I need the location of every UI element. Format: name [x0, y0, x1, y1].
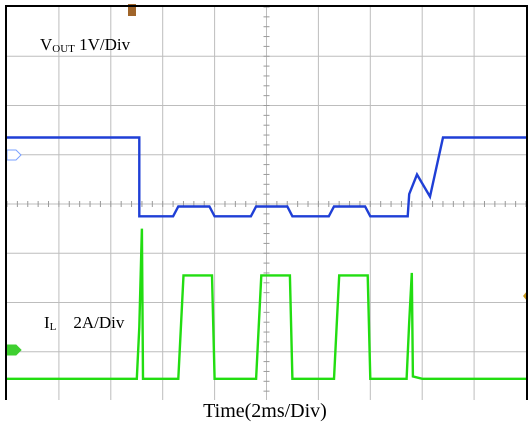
plot-frame — [5, 5, 528, 400]
vout-label-sub: OUT — [52, 43, 75, 55]
plot-background — [0, 0, 530, 400]
il-label-rest: 2A/Div — [56, 313, 125, 332]
traces — [7, 136, 526, 380]
il-trace-label: IL 2A/Div — [44, 313, 125, 333]
il-trace — [7, 228, 526, 380]
vout-label-main: V — [40, 35, 53, 54]
oscilloscope-plot: VOUT 1V/Div IL 2A/Div — [0, 0, 530, 400]
vout-trace — [7, 136, 526, 218]
vout-label-rest: 1V/Div — [75, 35, 131, 54]
trigger-marker — [128, 4, 136, 16]
x-axis-label: Time(2ms/Div) — [203, 400, 327, 422]
vout-trace-label: VOUT 1V/Div — [40, 35, 131, 55]
il-label-sub: L — [50, 321, 57, 333]
il-label-main: I — [44, 313, 50, 332]
